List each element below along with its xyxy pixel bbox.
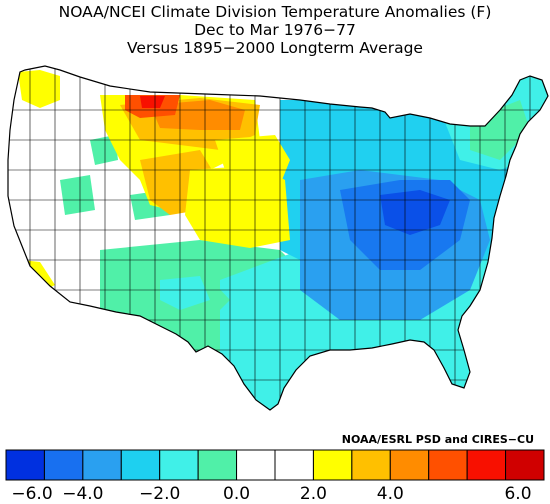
legend-swatch [82, 449, 122, 481]
legend-swatch [466, 449, 507, 481]
region-ne-seafoam [470, 100, 530, 160]
legend-tick-label: −4.0 [62, 484, 104, 504]
legend-tick-label: 6.0 [504, 484, 532, 504]
region-arizona-seafoam [100, 255, 150, 300]
legend-swatch [120, 449, 161, 481]
anomaly-map [7, 65, 549, 411]
map-period: Dec to Mar 1976−77 [194, 21, 356, 39]
legend-swatch [389, 449, 430, 481]
legend-swatch [274, 449, 314, 481]
legend-swatch [505, 449, 545, 481]
region-montana-red [140, 96, 165, 108]
legend-swatch [5, 449, 45, 481]
legend-swatch [351, 449, 391, 481]
legend-tick-label: 0.0 [223, 484, 251, 504]
region-newmexico-aqua [160, 276, 210, 310]
region-nevada-seafoam [60, 175, 95, 215]
region-plains-yellow [185, 165, 290, 248]
region-appalachia-deepblue [380, 190, 450, 235]
legend-tick-label: 4.0 [376, 484, 404, 504]
credit-label: NOAA/ESRL PSD and CIRES−CU [341, 433, 534, 446]
legend-tick-label: −2.0 [139, 484, 181, 504]
legend-swatch [197, 449, 238, 481]
legend-tick-label: −6.0 [11, 484, 53, 504]
legend-tick-label: 2.0 [299, 484, 327, 504]
legend-swatch [159, 449, 199, 481]
legend-swatch [43, 449, 84, 481]
region-idaho-seafoam [90, 135, 118, 165]
region-dakotas-yellow [215, 135, 290, 185]
division-grid [8, 66, 548, 410]
region-texas-aqua [230, 280, 300, 380]
legend-swatch [428, 449, 468, 481]
legend-swatch [312, 449, 353, 481]
map-title: NOAA/NCEI Climate Division Temperature A… [58, 3, 492, 21]
color-legend [5, 449, 545, 481]
region-washington-yellow [18, 70, 60, 108]
legend-swatch [236, 449, 276, 481]
map-baseline: Versus 1895−2000 Longterm Average [127, 39, 423, 57]
